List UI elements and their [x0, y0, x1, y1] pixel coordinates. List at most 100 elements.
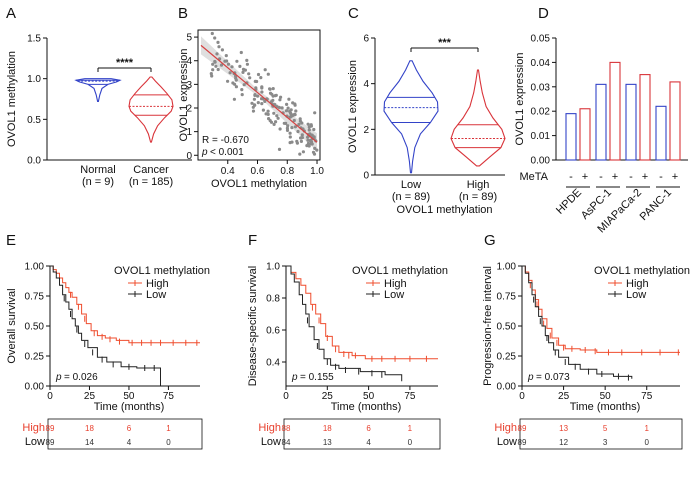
scatter-point: [240, 88, 244, 92]
scatter-point: [270, 92, 274, 96]
y-axis-title: OVOL1 expression: [514, 53, 526, 146]
scatter-point: [285, 128, 290, 132]
legend-label-high: High: [384, 278, 407, 290]
y-tick-label: 1.0: [266, 262, 280, 273]
scatter-point: [219, 63, 224, 67]
bar: [669, 81, 681, 161]
bar: [595, 83, 607, 161]
scatter-point: [286, 106, 290, 110]
y-tick-label: 0.02: [531, 107, 551, 118]
p-value-symbol: p: [291, 372, 298, 383]
risk-count-high: 1: [408, 424, 413, 433]
series-sign: +: [642, 171, 648, 183]
violin-low: [383, 60, 439, 174]
bar: [609, 61, 621, 161]
y-tick-label: 4: [186, 56, 192, 67]
scatter-point: [278, 127, 282, 131]
risk-table-frame: [519, 418, 683, 450]
scatter-point: [309, 124, 313, 128]
scatter-point: [260, 90, 264, 94]
y-tick-label: 0.00: [531, 156, 551, 167]
series-sign: -: [659, 171, 663, 183]
scatter-point: [209, 72, 213, 76]
scatter-point: [313, 111, 317, 115]
scatter-point: [253, 93, 257, 97]
fit-line: [200, 44, 318, 143]
scatter-point: [261, 108, 265, 112]
scatter-point: [247, 72, 251, 76]
km-curve-high: [286, 265, 438, 360]
correlation-r: R = -0.670: [202, 135, 249, 146]
y-tick-label: 0: [186, 151, 192, 162]
scatter-point: [263, 68, 267, 72]
bar: [565, 113, 577, 161]
plot-frame: [197, 29, 321, 161]
scatter-point: [300, 133, 304, 137]
scatter-point: [288, 131, 292, 135]
bar: [625, 83, 637, 161]
scatter-point: [224, 54, 228, 58]
risk-count-low: 4: [366, 438, 371, 447]
legend-title: OVOL1 methylation: [594, 265, 690, 277]
x-tick-label: 1.0: [310, 166, 324, 177]
correlation-p-value: < 0.001: [210, 147, 244, 158]
x-tick-label: 50: [363, 391, 375, 402]
scatter-point: [279, 95, 283, 99]
km-curve-high: [522, 265, 680, 353]
correlation-p-symbol: p: [201, 147, 208, 158]
scatter-point: [266, 109, 270, 113]
significance-label: ***: [438, 37, 452, 49]
x-axis-title: Time (months): [94, 401, 165, 413]
series-sign: +: [672, 171, 678, 183]
scatter-point: [213, 36, 217, 40]
y-axis-title: Progression-free interval: [482, 266, 494, 386]
y-tick-label: 0.00: [497, 382, 517, 393]
scatter-point: [307, 128, 311, 132]
scatter-point: [260, 86, 264, 90]
scatter-point: [273, 103, 277, 107]
scatter-point: [271, 98, 275, 102]
risk-count-low: 3: [603, 438, 608, 447]
scatter-point: [226, 79, 230, 83]
category-n-label: (n = 89): [392, 191, 430, 203]
scatter-point: [277, 105, 281, 110]
y-tick-label: 0.03: [531, 82, 551, 93]
y-axis-title: OVOL1 expression: [178, 49, 190, 142]
scatter-point: [307, 144, 311, 148]
scatter-point: [271, 87, 275, 91]
y-tick-label: 0.6: [266, 326, 280, 337]
y-tick-label: 0.0: [27, 156, 41, 167]
legend-label-high: High: [146, 278, 169, 290]
scatter-point: [277, 147, 282, 151]
scatter-point: [291, 101, 295, 105]
y-tick-label: 2: [186, 104, 192, 115]
scatter-point: [253, 79, 257, 83]
scatter-point: [230, 65, 234, 69]
scatter-point: [308, 132, 312, 136]
x-tick-label: 0: [47, 391, 53, 402]
scatter-point: [259, 76, 263, 80]
scatter-point: [263, 99, 267, 103]
scatter-point: [240, 93, 244, 97]
scatter-point: [293, 125, 297, 129]
category-label: Normal: [80, 164, 115, 176]
risk-count-low: 4: [127, 438, 132, 447]
scatter-point: [254, 86, 258, 90]
scatter-point: [308, 138, 312, 143]
scatter-point: [210, 74, 214, 78]
legend-label-low: Low: [384, 289, 404, 301]
y-tick-label: 0.25: [497, 352, 517, 363]
scatter-point: [250, 101, 254, 105]
y-axis-title: Disease-specific survival: [247, 266, 259, 386]
scatter-point: [226, 62, 231, 66]
risk-table-high-label: High: [494, 422, 517, 434]
p-value-symbol: p: [527, 372, 534, 383]
risk-table-low-label: Low: [497, 436, 517, 448]
violin-normal: [74, 78, 122, 102]
risk-count-low: 89: [46, 438, 55, 447]
scatter-point: [248, 76, 252, 80]
x-tick-label: 50: [600, 391, 612, 402]
category-label: Low: [401, 179, 421, 191]
category-n-label: (n = 89): [459, 191, 497, 203]
risk-table-frame: [47, 418, 203, 450]
